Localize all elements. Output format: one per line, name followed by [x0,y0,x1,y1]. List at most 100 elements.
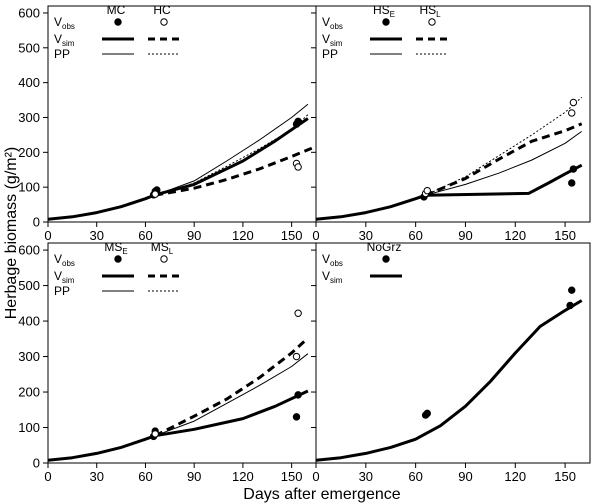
legend-marker [114,18,122,26]
x-tick-label: 90 [458,469,472,484]
legend-column-header: HC [153,3,171,17]
legend-row-subscript: obs [62,22,75,31]
x-tick-label: 30 [359,228,373,243]
x-tick-label: 120 [232,228,254,243]
plot-frame [315,242,591,464]
legend-row-label: Vobs [54,252,75,268]
legend-row-label: Vsim [322,32,343,48]
y-tick-label: 600 [18,243,40,258]
data-point-ms-l [292,352,301,361]
x-tick-label: 150 [554,228,576,243]
legend-column-subscript: E [390,10,395,19]
x-tick-label: 60 [408,469,422,484]
data-point-hs-l [568,109,576,117]
y-tick-label: 0 [33,456,40,471]
y-tick-label: 100 [18,180,40,195]
legend-row-label: PP [54,284,70,298]
x-tick-label: 0 [312,469,319,484]
series-line-ms-e-pp [155,353,309,437]
legend-column-subscript: L [169,247,174,256]
data-point-ms-e [294,391,302,399]
data-point-ms-l [294,309,302,317]
series-line-mc-pp [155,103,309,196]
legend-marker [382,255,390,263]
legend-row-subscript: obs [330,259,343,268]
y-tick-label: 500 [18,278,40,293]
legend-row-label: Vobs [54,15,75,31]
legend-marker [382,18,390,26]
y-tick-label: 200 [18,145,40,160]
data-point-hs-l [423,186,431,195]
legend-row-label: Vsim [54,269,75,285]
plot-frame [315,5,591,223]
x-tick-label: 120 [504,228,526,243]
x-tick-label: 30 [359,469,373,484]
legend-column-header: NoGrz [367,240,402,254]
data-point-nogrz [566,301,574,310]
data-point-nogrz [423,409,431,418]
legend-marker [428,18,436,26]
chart-panel-bottom-left: 0 30 60 90 120 150 0 100 200 300 400 500 600 VobsVsim… [18,240,317,484]
legend-column-header: HSL [419,3,441,19]
data-point-ms-l [151,430,159,438]
legend-column-header: HSE [373,3,395,19]
x-tick-label: 0 [312,228,319,243]
series-line-ms-e-v-sim [47,389,309,462]
data-point-mc [294,117,302,126]
series-line-mc-v-sim [47,117,309,221]
panels: 0 30 60 90 120 1500100200300400500600VobsVsim… [18,3,591,484]
y-tick-label: 0 [33,215,40,230]
data-point-hs-e [568,179,576,187]
series-line-hs-e-v-sim [315,163,583,221]
data-point-hs-e [569,165,578,173]
data-point-hc [294,163,302,171]
x-tick-label: 60 [408,228,422,243]
series-line-hs-e-pp [425,130,582,196]
legend-column-header: MSL [151,240,174,256]
series-line-hc-pp [155,114,309,196]
x-tick-label: 90 [458,228,472,243]
x-tick-label: 0 [44,228,51,243]
legend-column-subscript: E [122,247,127,256]
x-tick-label: 0 [44,469,51,484]
y-tick-label: 600 [18,5,40,20]
legend-marker [160,255,168,263]
y-tick-label: 300 [18,349,40,364]
y-tick-label: 400 [18,75,40,90]
y-tick-label: 100 [18,420,40,435]
legend-row-subscript: sim [62,276,75,285]
legend-row-subscript: obs [62,259,75,268]
data-point-hs-l [569,98,578,107]
series-line-ms-l-v-sim [154,336,309,438]
legend-row-label: PP [322,47,338,61]
x-tick-label: 60 [138,469,152,484]
x-tick-label: 90 [187,228,201,243]
y-tick-label: 400 [18,314,40,329]
legend-row-label: Vobs [322,252,343,268]
y-axis-title: Herbage biomass (g/m²) [3,147,20,320]
legend-row-label: Vsim [322,269,343,285]
x-tick-label: 60 [138,228,152,243]
legend-column-subscript: L [436,10,441,19]
x-tick-label: 150 [281,469,303,484]
legend-column-header: MC [107,3,126,17]
y-tick-label: 200 [18,385,40,400]
legend-column-header: MSE [104,240,127,256]
legend-row-subscript: sim [62,39,75,48]
x-tick-label: 90 [187,469,201,484]
data-point-nogrz [568,286,576,294]
x-axis-title: Days after emergence [243,486,401,503]
x-tick-label: 120 [504,469,526,484]
series-line-nogrz-v-sim [315,299,583,462]
x-tick-label: 30 [89,228,103,243]
chart-panel-top-left: 0 30 60 90 120 150 0 100 200 300 400 500 600 VobsVsim… [18,3,317,243]
data-point-hc [151,190,159,198]
x-tick-label: 120 [232,469,254,484]
